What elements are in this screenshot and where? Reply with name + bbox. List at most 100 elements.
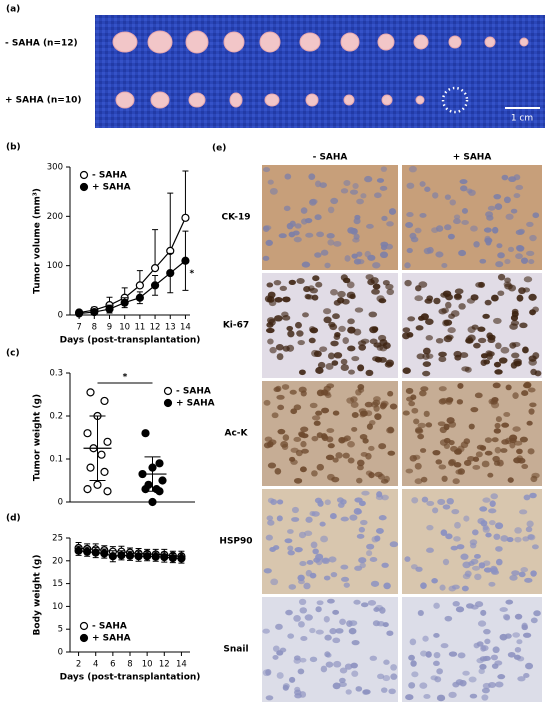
nucleus [406, 396, 414, 402]
nucleus [369, 326, 378, 334]
nucleus [362, 438, 369, 444]
nucleus [420, 582, 427, 589]
nucleus [308, 173, 316, 180]
nucleus [470, 294, 479, 301]
nucleus [298, 386, 307, 393]
nucleus [351, 355, 360, 362]
legend-marker [79, 621, 89, 631]
series-line [79, 260, 186, 315]
nucleus [480, 609, 487, 616]
nucleus [442, 290, 452, 298]
y-axis-label: Tumor volume (mm³) [33, 188, 43, 294]
nucleus [362, 689, 370, 695]
nucleus [473, 241, 480, 248]
nucleus [293, 658, 301, 664]
nucleus [533, 610, 541, 617]
nucleus [505, 384, 512, 391]
nucleus [316, 432, 324, 439]
photo-background [95, 15, 545, 128]
nucleus [529, 492, 537, 499]
nucleus [351, 426, 358, 432]
nucleus [311, 349, 319, 357]
nucleus [319, 182, 327, 189]
nucleus [522, 346, 529, 354]
nucleus [279, 647, 287, 653]
nucleus [526, 420, 533, 426]
marker [181, 256, 190, 265]
x-tick-label: 10 [142, 660, 153, 670]
nucleus [310, 541, 318, 549]
nucleus [379, 251, 389, 259]
nucleus [298, 531, 307, 539]
nucleus [516, 244, 524, 251]
nucleus [387, 426, 394, 434]
nucleus [479, 663, 487, 670]
nucleus [345, 689, 352, 695]
nucleus [495, 546, 503, 552]
marker [181, 213, 190, 222]
row-label: Ki-67 [223, 321, 249, 331]
error-bar [152, 229, 159, 269]
series-line [79, 217, 186, 314]
nucleus [343, 179, 351, 186]
nucleus [351, 253, 358, 259]
nucleus [376, 178, 385, 183]
nucleus [291, 506, 299, 514]
nucleus [463, 438, 471, 445]
nucleus [276, 672, 284, 679]
nucleus [495, 558, 503, 566]
nucleus [330, 340, 339, 347]
nucleus [366, 223, 374, 229]
nucleus [281, 443, 289, 450]
nucleus [513, 193, 521, 199]
nucleus [316, 231, 325, 238]
nucleus [360, 602, 369, 608]
marker [150, 281, 160, 290]
nucleus [347, 326, 356, 334]
nucleus [501, 174, 509, 181]
nucleus [520, 257, 529, 264]
nucleus [351, 411, 359, 419]
nucleus [532, 212, 540, 219]
x-tick-label: 10 [119, 323, 130, 333]
nucleus [275, 623, 283, 630]
nucleus [311, 435, 319, 442]
nucleus [422, 361, 432, 368]
nucleus [417, 609, 424, 616]
nucleus [509, 438, 517, 444]
nucleus [414, 295, 424, 302]
tumor [115, 91, 135, 109]
nucleus [511, 310, 519, 318]
nucleus [495, 342, 502, 350]
nucleus [409, 638, 417, 646]
marker [117, 551, 126, 560]
nucleus [491, 294, 499, 302]
tumor [448, 35, 462, 49]
nucleus [300, 440, 307, 448]
marker [177, 554, 186, 563]
nucleus [337, 502, 345, 508]
nucleus [273, 386, 281, 393]
nucleus [306, 560, 314, 565]
nucleus [390, 673, 398, 680]
nucleus [439, 584, 446, 591]
nucleus [315, 606, 322, 613]
nucleus [509, 323, 518, 330]
nucleus [444, 224, 452, 231]
nucleus [365, 452, 372, 460]
nucleus [453, 218, 461, 225]
nucleus [516, 294, 524, 302]
nucleus [385, 283, 394, 290]
nucleus [491, 437, 499, 443]
nucleus [420, 386, 429, 392]
nucleus [461, 585, 469, 592]
nucleus [472, 529, 479, 536]
nucleus [470, 558, 479, 565]
marker [100, 467, 109, 476]
nucleus [419, 390, 427, 397]
tumor [381, 94, 393, 106]
nucleus [279, 285, 288, 291]
nucleus [262, 255, 270, 261]
nucleus [490, 565, 498, 572]
nucleus [372, 262, 381, 269]
